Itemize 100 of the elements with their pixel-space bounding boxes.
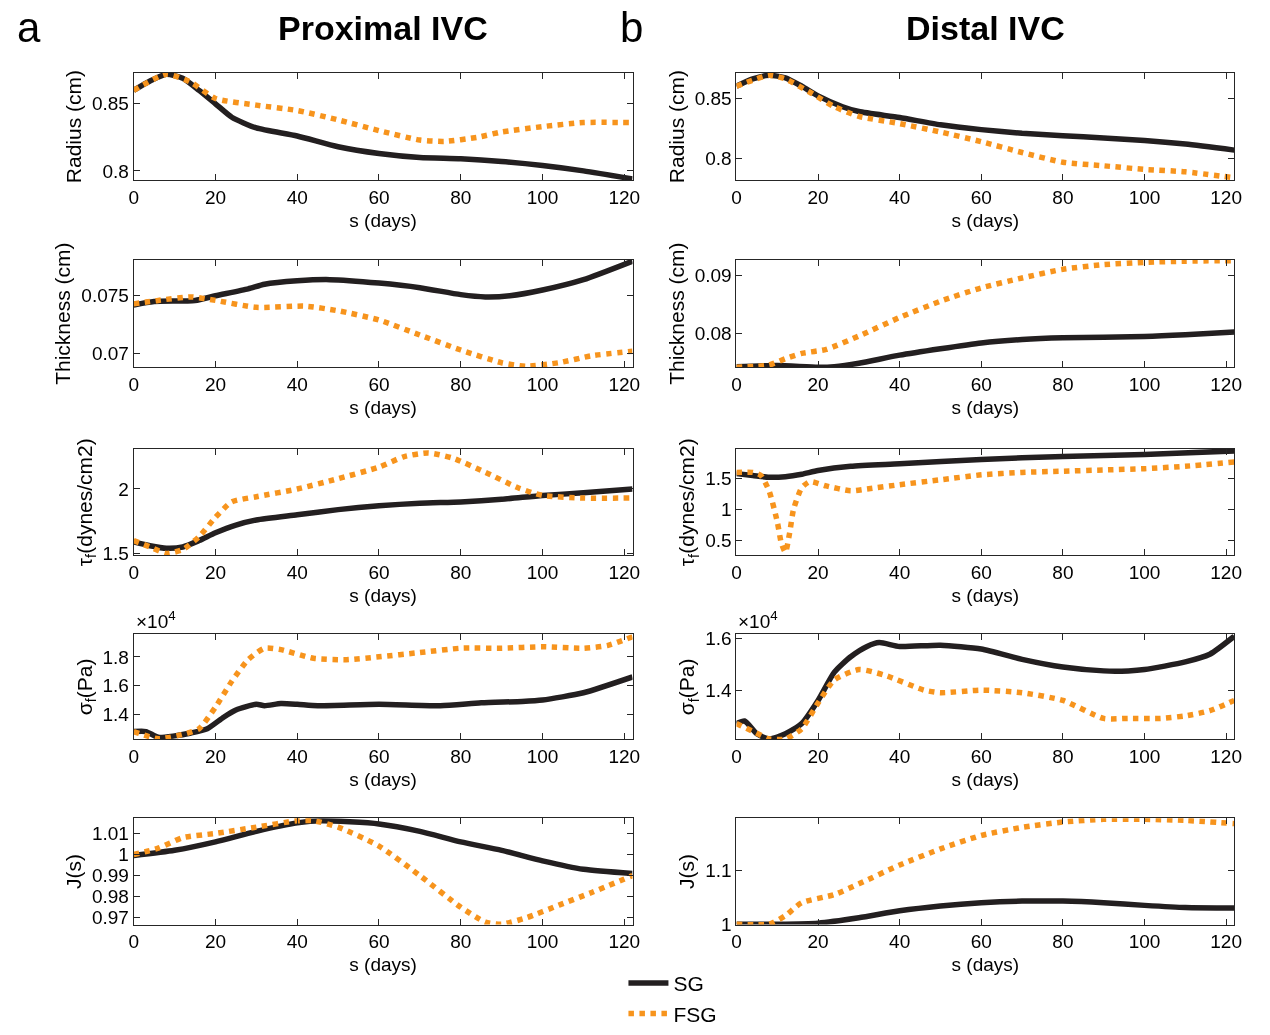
x-tick-label: 80 [1052, 931, 1074, 953]
y-axis-title: Thickness (cm) [51, 242, 75, 385]
chart-title: Distal IVC [906, 9, 1065, 47]
y-tick-label: 1 [721, 913, 732, 935]
x-tick-label: 40 [286, 562, 308, 584]
x-tick-label: 80 [450, 374, 472, 396]
x-tick-label: 80 [1052, 562, 1074, 584]
x-tick-label: 60 [368, 746, 390, 768]
x-tick-label: 0 [128, 374, 139, 396]
x-tick-label: 40 [286, 931, 308, 953]
y-tick-label: 1.5 [705, 468, 732, 490]
text: ×10$^{4}$ [136, 608, 176, 632]
x-tick-label: 20 [204, 931, 227, 953]
y-tick-label: 0.075 [81, 285, 129, 307]
legend-label: FSG [673, 1002, 717, 1026]
x-tick-label: 60 [368, 562, 390, 584]
y-tick-label: 0.85 [694, 87, 732, 109]
text: ×10$^{4}$ [738, 608, 778, 632]
x-tick-label: 120 [608, 931, 641, 953]
x-tick-label: 60 [970, 187, 992, 209]
x-tick-label: 120 [1210, 931, 1242, 953]
x-tick-label: 100 [526, 931, 559, 953]
x-tick-label: 20 [204, 187, 227, 209]
x-axis-title: s (days) [349, 209, 417, 231]
text: a [17, 4, 41, 51]
x-tick-label: 40 [286, 187, 308, 209]
x-tick-label: 20 [807, 562, 829, 584]
x-tick-label: 120 [1210, 187, 1242, 209]
x-tick-label: 0 [731, 931, 742, 953]
x-tick-label: 80 [1052, 374, 1074, 396]
y-tick-label: 0.98 [91, 886, 129, 908]
x-axis-title: s (days) [349, 769, 417, 791]
y-axis-title: Radius (cm) [62, 70, 86, 184]
x-tick-label: 40 [286, 746, 308, 768]
y-axis-title: J(s) [62, 853, 86, 889]
y-tick-label: 1 [118, 844, 129, 866]
y-tick-label: 0.8 [705, 148, 732, 170]
chart-title: Proximal IVC [278, 9, 488, 47]
x-tick-label: 0 [731, 562, 742, 584]
y-tick-label: 0.8 [102, 160, 129, 182]
x-tick-label: 80 [450, 187, 472, 209]
x-tick-label: 80 [1052, 187, 1074, 209]
x-tick-label: 120 [608, 562, 641, 584]
x-tick-label: 100 [1128, 746, 1161, 768]
x-tick-label: 60 [970, 374, 992, 396]
x-tick-label: 80 [450, 931, 472, 953]
x-tick-label: 60 [970, 562, 992, 584]
x-tick-label: 60 [970, 931, 992, 953]
x-tick-label: 40 [889, 562, 911, 584]
x-tick-label: 20 [807, 931, 829, 953]
x-tick-label: 60 [368, 374, 390, 396]
y-tick-label: 1.6 [102, 675, 129, 697]
x-axis-title: s (days) [951, 209, 1020, 231]
x-tick-label: 120 [1210, 374, 1242, 396]
x-tick-label: 60 [368, 187, 390, 209]
x-tick-label: 100 [526, 187, 559, 209]
x-tick-label: 120 [608, 187, 641, 209]
y-tick-label: 0.97 [91, 907, 129, 929]
x-tick-label: 20 [204, 562, 227, 584]
y-tick-label: 0.99 [91, 865, 129, 887]
x-tick-label: 100 [526, 746, 559, 768]
x-tick-label: 80 [450, 746, 472, 768]
x-tick-label: 40 [889, 746, 911, 768]
x-tick-label: 80 [450, 562, 472, 584]
x-tick-label: 0 [731, 746, 742, 768]
x-tick-label: 120 [1210, 746, 1242, 768]
x-tick-label: 20 [204, 746, 227, 768]
x-tick-label: 120 [608, 374, 641, 396]
x-tick-label: 40 [286, 374, 308, 396]
x-tick-label: 100 [1128, 562, 1161, 584]
x-tick-label: 20 [807, 746, 829, 768]
x-tick-label: 0 [731, 374, 742, 396]
x-tick-label: 40 [889, 931, 911, 953]
y-axis-title: Radius (cm) [664, 70, 688, 184]
x-tick-label: 20 [204, 374, 227, 396]
x-axis-title: s (days) [951, 954, 1020, 976]
x-tick-label: 20 [807, 187, 829, 209]
x-tick-label: 100 [1128, 187, 1161, 209]
y-tick-label: 1.4 [705, 679, 733, 701]
y-tick-label: 0.85 [91, 93, 129, 115]
x-axis-title: s (days) [951, 396, 1020, 418]
x-tick-label: 80 [1052, 746, 1074, 768]
y-tick-label: 0.07 [91, 343, 129, 365]
x-tick-label: 20 [807, 374, 829, 396]
x-tick-label: 0 [128, 562, 139, 584]
x-tick-label: 40 [889, 374, 911, 396]
x-tick-label: 60 [970, 746, 992, 768]
x-tick-label: 0 [128, 746, 139, 768]
x-tick-label: 120 [1210, 562, 1242, 584]
y-tick-label: 1.8 [102, 646, 129, 668]
x-tick-label: 100 [526, 374, 559, 396]
y-tick-label: 0.09 [694, 264, 732, 286]
x-axis-title: s (days) [349, 396, 417, 418]
x-tick-label: 60 [368, 931, 390, 953]
x-tick-label: 100 [1128, 931, 1161, 953]
y-tick-label: 2 [118, 478, 129, 500]
y-axis-title: Thickness (cm) [664, 242, 688, 385]
y-tick-label: 0.5 [705, 529, 732, 551]
x-axis-title: s (days) [951, 584, 1020, 606]
y-tick-label: 1.6 [705, 628, 732, 650]
